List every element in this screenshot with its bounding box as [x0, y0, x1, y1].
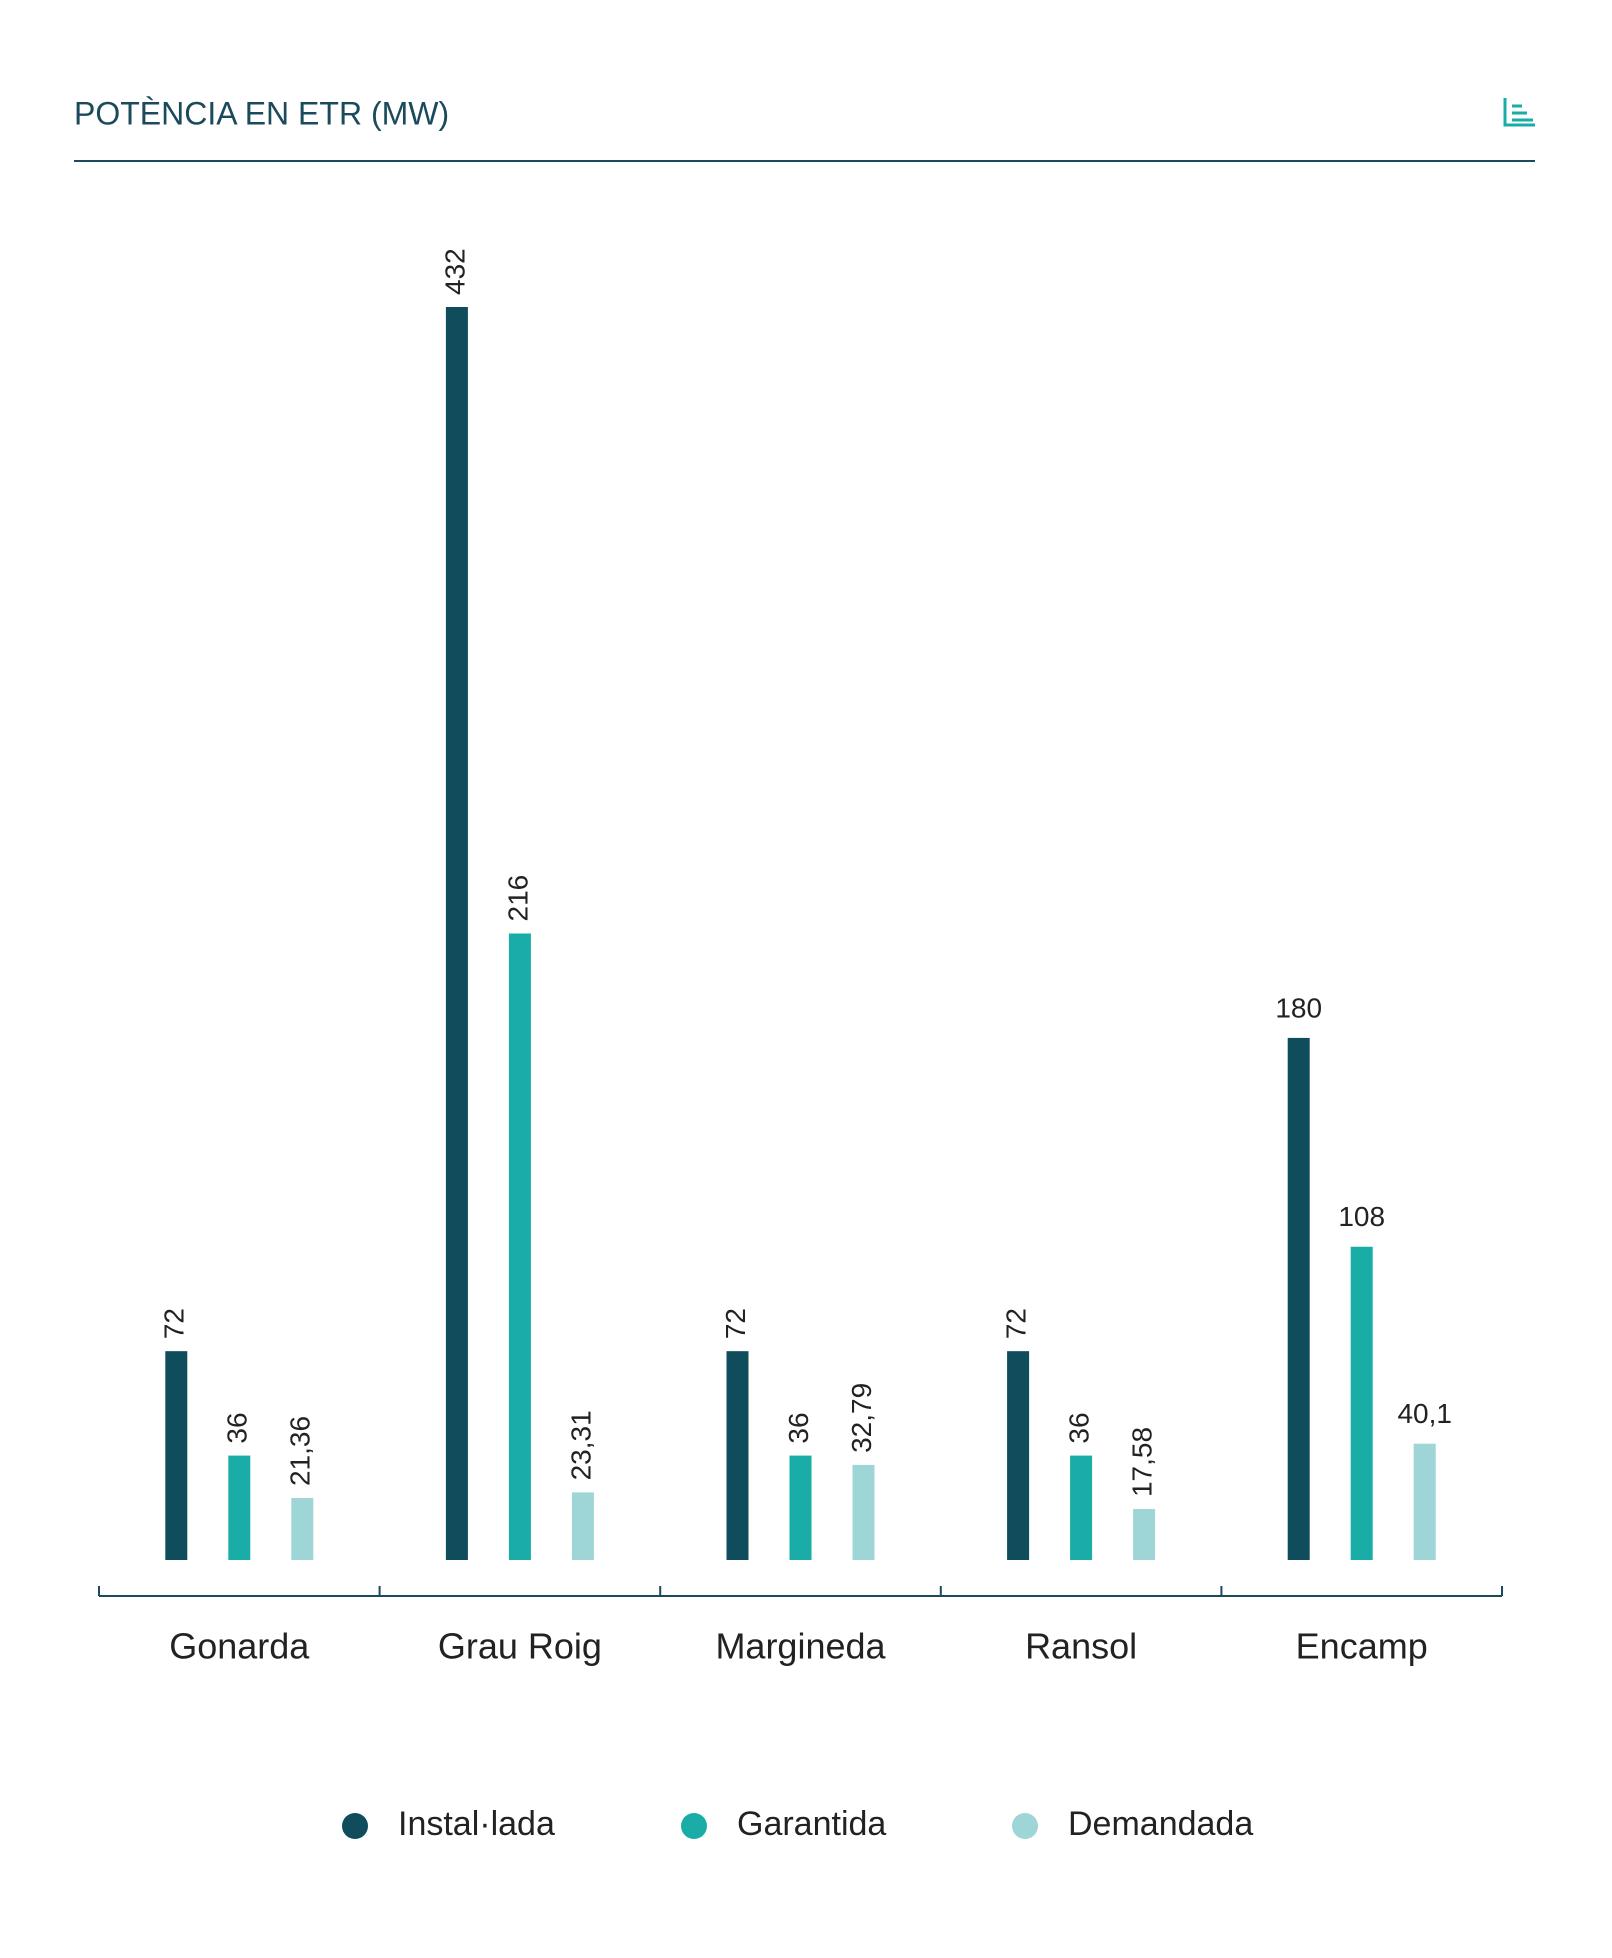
- data-label: 36: [222, 1412, 253, 1443]
- data-label: 36: [783, 1412, 814, 1443]
- data-label: 40,1: [1397, 1398, 1452, 1429]
- data-label: 432: [439, 248, 470, 295]
- bar: [726, 1351, 749, 1560]
- data-label: 72: [159, 1308, 190, 1339]
- bar: [445, 307, 468, 1560]
- bar: [1287, 1037, 1310, 1560]
- legend-marker: [342, 1813, 368, 1839]
- bar: [228, 1455, 251, 1560]
- data-label: 216: [502, 875, 533, 922]
- bar: [789, 1455, 812, 1560]
- bar: [1007, 1351, 1030, 1560]
- legend-label: Demandada: [1068, 1805, 1253, 1843]
- bar: [571, 1492, 594, 1560]
- chart-icon: [1503, 98, 1535, 127]
- data-label: 32,79: [846, 1383, 877, 1453]
- legend-marker: [1012, 1813, 1038, 1839]
- data-label: 108: [1338, 1201, 1385, 1232]
- bar: [165, 1351, 188, 1560]
- bar: [1350, 1246, 1373, 1560]
- legend-label: Garantida: [737, 1805, 886, 1843]
- bar: [508, 933, 531, 1560]
- x-tick-label: Encamp: [1296, 1626, 1428, 1667]
- bar: [1413, 1443, 1436, 1560]
- x-tick-label: Gonarda: [169, 1626, 310, 1667]
- legend-label: Instal·lada: [398, 1805, 555, 1843]
- data-label: 180: [1275, 992, 1322, 1023]
- data-label: 23,31: [565, 1410, 596, 1480]
- data-label: 36: [1063, 1412, 1094, 1443]
- x-tick-label: Margineda: [715, 1626, 886, 1667]
- legend-marker: [681, 1813, 707, 1839]
- bar: [1133, 1509, 1156, 1560]
- bar: [1070, 1455, 1093, 1560]
- data-label: 17,58: [1126, 1427, 1157, 1497]
- data-label: 72: [1000, 1308, 1031, 1339]
- chart-title: POTÈNCIA EN ETR (MW): [74, 95, 449, 131]
- data-label: 72: [720, 1308, 751, 1339]
- data-label: 21,36: [285, 1416, 316, 1486]
- bar: [291, 1498, 314, 1560]
- bar: [852, 1464, 875, 1560]
- x-tick-label: Ransol: [1025, 1626, 1137, 1667]
- x-tick-label: Grau Roig: [438, 1626, 602, 1667]
